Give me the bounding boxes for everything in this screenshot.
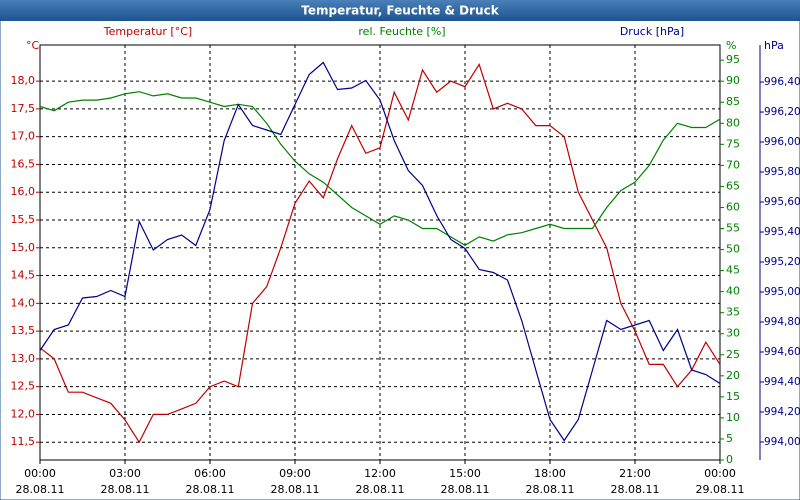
- y2-tick-label: 85: [726, 95, 740, 108]
- y3-unit: hPa: [764, 39, 784, 52]
- y2-tick-label: 25: [726, 348, 740, 361]
- y-tick-label: 11,5: [11, 435, 36, 448]
- y-tick-label: 16,0: [11, 185, 36, 198]
- y-tick-label: 12,0: [11, 407, 36, 420]
- y2-tick-label: 80: [726, 116, 740, 129]
- series-line: [39, 62, 721, 444]
- y2-tick-label: 0: [726, 453, 733, 466]
- y3-tick-label: 994,80: [764, 316, 800, 328]
- y-tick-label: 13,5: [11, 324, 36, 337]
- y3-tick-label: 995,20: [764, 256, 800, 268]
- x-tick-label: 06:00: [194, 467, 226, 480]
- x-tick-label: 00:00: [704, 467, 736, 480]
- x-tick-label: 18:00: [534, 467, 566, 480]
- y2-tick-label: 35: [726, 306, 740, 319]
- x-tick-date: 28.08.11: [271, 483, 320, 496]
- y2-tick-label: 60: [726, 200, 740, 213]
- y-tick-label: 14,0: [11, 296, 36, 309]
- y-tick-label: 17,0: [11, 130, 36, 143]
- y3-tick-label: 996,40: [764, 76, 800, 88]
- y-label: Temperatur [°C]: [103, 25, 192, 38]
- y2-tick-label: 45: [726, 264, 740, 277]
- x-tick-date: 28.08.11: [101, 483, 150, 496]
- x-tick-label: 15:00: [449, 467, 481, 480]
- y3-tick-label: 996,20: [764, 106, 800, 118]
- chart-title: Temperatur, Feuchte & Druck: [301, 4, 499, 18]
- y2-tick-label: 40: [726, 285, 740, 298]
- y2-tick-label: 70: [726, 158, 740, 171]
- y2-unit: %: [726, 39, 736, 52]
- y2-tick-label: 20: [726, 369, 740, 382]
- y3-tick-label: 995,80: [764, 166, 800, 178]
- y3-tick-label: 994,40: [764, 376, 800, 388]
- y2-tick-label: 10: [726, 411, 740, 424]
- y3-tick-label: 994,00: [764, 436, 800, 448]
- y3-tick-label: 995,60: [764, 196, 800, 208]
- y2-tick-label: 5: [726, 432, 733, 445]
- x-tick-date: 28.08.11: [186, 483, 235, 496]
- x-tick-label: 09:00: [279, 467, 311, 480]
- y2-tick-label: 15: [726, 390, 740, 403]
- x-tick-date: 29.08.11: [696, 483, 745, 496]
- series-line: [39, 61, 721, 442]
- y-tick-label: 15,5: [11, 213, 36, 226]
- x-tick-date: 28.08.11: [526, 483, 575, 496]
- title-bar: [0, 0, 800, 21]
- x-tick-label: 00:00: [24, 467, 56, 480]
- series-line: [39, 91, 721, 246]
- y-tick-label: 16,5: [11, 157, 36, 170]
- y2-tick-label: 65: [726, 179, 740, 192]
- y-tick-label: 12,5: [11, 380, 36, 393]
- y2-tick-label: 55: [726, 222, 740, 235]
- y3-tick-label: 994,60: [764, 346, 800, 358]
- y3-tick-label: 994,20: [764, 406, 800, 418]
- y2-tick-label: 30: [726, 327, 740, 340]
- x-tick-date: 28.08.11: [356, 483, 405, 496]
- y2-tick-label: 95: [726, 53, 740, 66]
- x-tick-label: 21:00: [619, 467, 651, 480]
- x-tick-date: 28.08.11: [16, 483, 65, 496]
- y-tick-label: 18,0: [11, 74, 36, 87]
- x-tick-label: 03:00: [109, 467, 141, 480]
- y2-label: rel. Feuchte [%]: [358, 25, 445, 38]
- y3-tick-label: 995,00: [764, 286, 800, 298]
- x-tick-date: 28.08.11: [611, 483, 660, 496]
- y2-tick-label: 50: [726, 243, 740, 256]
- y2-tick-label: 90: [726, 74, 740, 87]
- y3-tick-label: 996,00: [764, 136, 800, 148]
- y2-tick-label: 75: [726, 137, 740, 150]
- y-unit: °C: [26, 39, 40, 52]
- y3-label: Druck [hPa]: [620, 25, 684, 38]
- y-tick-label: 15,0: [11, 241, 36, 254]
- x-tick-date: 28.08.11: [441, 483, 490, 496]
- y-tick-label: 14,5: [11, 269, 36, 282]
- y3-tick-label: 995,40: [764, 226, 800, 238]
- y-tick-label: 13,0: [11, 352, 36, 365]
- x-tick-label: 12:00: [364, 467, 396, 480]
- y-tick-label: 17,5: [11, 102, 36, 115]
